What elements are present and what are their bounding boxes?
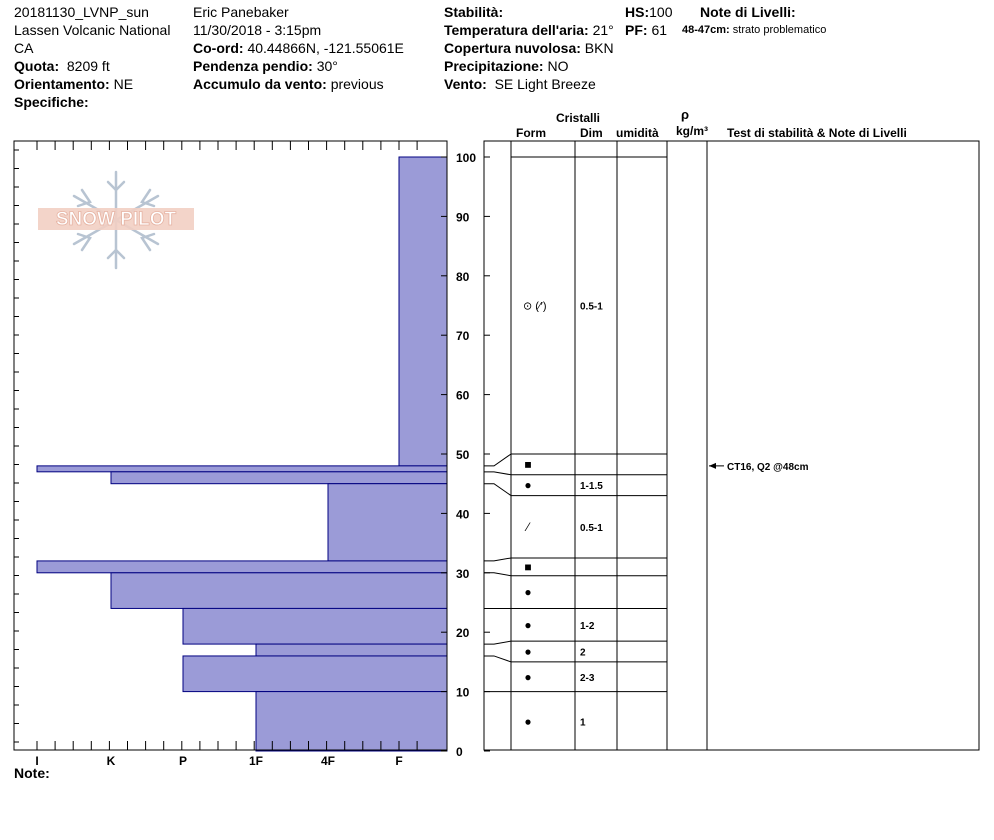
layer-dim-0: 0.5-1 — [580, 302, 603, 313]
layer-dim-6: 1-2 — [580, 621, 595, 632]
umidita-header: umidità — [616, 126, 659, 140]
hardness-bar-9 — [255, 691, 448, 752]
layer-connector — [484, 483, 512, 496]
layer-note: 48-47cm: strato problematico — [682, 24, 827, 36]
layer-form-0: ⊙ (⁄′) — [523, 301, 547, 313]
layer-form-1: ■ — [524, 457, 531, 471]
hardness-bar-7 — [255, 643, 448, 657]
hardness-bar-2 — [110, 471, 448, 485]
layer-dim-2: 1-1.5 — [580, 481, 603, 492]
header-col3: Stabilità: Temperatura dell'aria: 21° Co… — [444, 3, 614, 93]
header-col1: 20181130_LVNP_sun Lassen Volcanic Nation… — [14, 3, 170, 111]
datetime: 11/30/2018 - 3:15pm — [193, 22, 322, 38]
density-unit-header: kg/m³ — [676, 124, 708, 138]
stability: Stabilità: — [444, 4, 504, 20]
coordinates: Co-ord: 40.44866N, -121.55061E — [193, 40, 404, 56]
layer-form-3: ⁄ — [524, 520, 531, 534]
hardness-tick-label-4F: 4F — [321, 754, 335, 768]
depth-tick-label-10: 10 — [456, 686, 470, 700]
test-note-text: CT16, Q2 @48cm — [727, 462, 809, 473]
hardness-bar-0 — [398, 156, 448, 467]
layer-dim-8: 2-3 — [580, 673, 595, 684]
hardness-tick-label-F: F — [395, 754, 402, 768]
hardness-bar-3 — [327, 483, 448, 562]
layer-connector — [484, 453, 512, 467]
cloud-cover: Copertura nuvolosa: BKN — [444, 40, 614, 56]
depth-tick-label-30: 30 — [456, 567, 470, 581]
layer-dim-9: 1 — [580, 717, 586, 728]
aspect: Orientamento: NE — [14, 76, 134, 92]
slope: Pendenza pendio: 30° — [193, 58, 338, 74]
depth-tick-label-70: 70 — [456, 329, 470, 343]
hardness-tick-label-1F: 1F — [249, 754, 263, 768]
elevation: Quota: 8209 ft — [14, 58, 110, 74]
layer-form-6: ● — [524, 618, 531, 632]
profile-name: 20181130_LVNP_sun — [14, 4, 149, 20]
depth-tick-label-40: 40 — [456, 507, 470, 521]
layer-dim-7: 2 — [580, 648, 586, 659]
wind: Vento: SE Light Breeze — [444, 76, 596, 92]
dim-header: Dim — [580, 126, 603, 140]
form-header: Form — [516, 126, 546, 140]
air-temp: Temperatura dell'aria: 21° — [444, 22, 614, 38]
hardness-tick-label-K: K — [107, 754, 116, 768]
layer-connector — [484, 655, 512, 663]
hardness-bar-6 — [182, 607, 448, 645]
hardness-tick-label-I: I — [35, 754, 38, 768]
layer-table-frame — [483, 140, 980, 751]
hardness-bar-4 — [36, 560, 448, 574]
note-label: Note: — [14, 765, 50, 781]
test-arrow-head — [709, 462, 716, 469]
layer-notes-title: Note di Livelli: — [700, 4, 796, 20]
depth-tick-label-100: 100 — [456, 151, 476, 165]
specifics: Specifiche: — [14, 94, 89, 110]
snowpilot-logo: SNOW PILOT — [38, 170, 194, 270]
depth-tick-label-50: 50 — [456, 448, 470, 462]
layer-form-4: ■ — [524, 560, 531, 574]
layer-form-7: ● — [524, 645, 531, 659]
layer-form-8: ● — [524, 670, 531, 684]
wind-loading: Accumulo da vento: previous — [193, 76, 384, 92]
location-name: Lassen Volcanic National — [14, 22, 171, 38]
depth-tick-label-90: 90 — [456, 210, 470, 224]
hardness-tick-label-P: P — [179, 754, 187, 768]
observer: Eric Panebaker — [193, 4, 289, 20]
layer-dim-3: 0.5-1 — [580, 523, 603, 534]
hardness-bar-8 — [182, 655, 448, 693]
depth-tick-label-20: 20 — [456, 626, 470, 640]
layer-connector — [484, 572, 512, 577]
penetration-foot: PF: 61 — [625, 22, 668, 38]
logo-text: SNOW PILOT — [56, 209, 177, 230]
header-col2: Eric Panebaker 11/30/2018 - 3:15pm Co-or… — [193, 3, 404, 93]
hardness-bar-5 — [110, 572, 448, 609]
layer-connector — [484, 471, 512, 476]
cristalli-header: Cristalli — [556, 111, 600, 125]
layer-connector — [484, 640, 512, 645]
depth-tick-label-80: 80 — [456, 270, 470, 284]
layer-form-2: ● — [524, 478, 531, 492]
layer-connector — [484, 557, 512, 562]
layer-form-9: ● — [524, 714, 531, 728]
rho-header: ρ — [681, 107, 689, 122]
hardness-bar-1 — [36, 465, 448, 473]
tests-header: Test di stabilità & Note di Livelli — [727, 126, 907, 140]
depth-tick-label-0: 0 — [456, 745, 463, 759]
state-name: CA — [14, 40, 34, 56]
precipitation: Precipitazione: NO — [444, 58, 569, 74]
header-col4: Note di Livelli: 48-47cm: strato problem… — [682, 3, 826, 39]
layer-form-5: ● — [524, 585, 531, 599]
snow-height: HS:100 — [625, 4, 673, 20]
depth-tick-label-60: 60 — [456, 389, 470, 403]
